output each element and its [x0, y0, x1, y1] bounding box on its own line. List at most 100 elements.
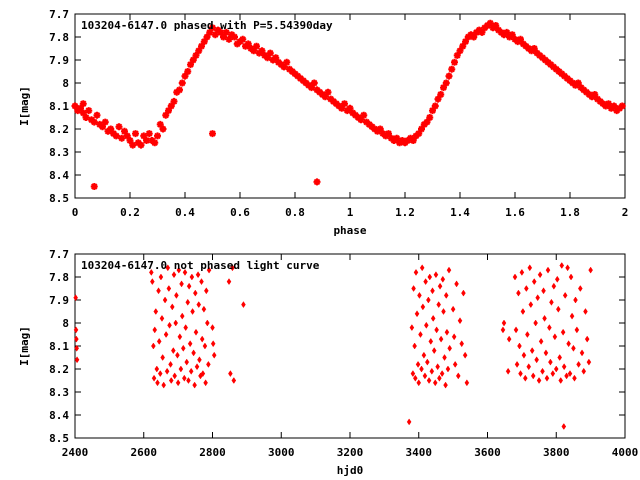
phased-chart-title: 103204-6147.0 phased with P=5.54390day — [81, 19, 333, 32]
unphased-plot-frame — [74, 253, 626, 439]
data-point — [599, 100, 607, 108]
data-point — [422, 372, 428, 380]
phased-y-axis-label: I[mag] — [18, 86, 31, 126]
data-point — [412, 132, 420, 140]
data-point — [225, 35, 233, 43]
data-point — [437, 282, 443, 290]
data-point — [576, 360, 581, 368]
data-point — [183, 324, 188, 332]
y-tick-label: 7.9 — [49, 294, 69, 307]
data-point — [539, 54, 546, 62]
data-point — [596, 97, 604, 105]
data-point — [444, 328, 450, 336]
data-point — [164, 367, 170, 375]
data-point — [594, 95, 601, 103]
data-point — [338, 104, 346, 112]
data-point — [151, 374, 157, 382]
data-point — [321, 93, 329, 101]
data-point — [519, 268, 525, 276]
data-point — [459, 42, 467, 50]
data-point — [511, 35, 519, 43]
data-point — [226, 278, 232, 286]
data-point — [190, 308, 195, 315]
data-point — [563, 74, 571, 82]
y-tick-label: 7.7 — [49, 248, 69, 261]
unphased-x-axis: 2400 2600 2800 3000 3200 3400 3600 3800 4000 — [62, 254, 639, 459]
data-point — [330, 97, 337, 105]
y-tick-label: 8.2 — [49, 123, 69, 136]
x-tick-label: 0.6 — [230, 206, 250, 219]
data-point — [462, 351, 468, 359]
data-point — [143, 137, 150, 144]
data-point — [186, 282, 192, 290]
data-point — [327, 95, 335, 103]
data-point — [484, 22, 491, 29]
data-point — [199, 335, 205, 343]
data-point — [398, 137, 406, 144]
data-point — [371, 125, 379, 133]
data-point — [346, 104, 354, 112]
data-point — [162, 111, 170, 119]
data-point — [495, 26, 502, 34]
data-point — [101, 118, 109, 126]
data-point — [543, 349, 549, 357]
data-point — [186, 377, 191, 384]
data-point — [184, 358, 190, 366]
x-tick-label: 4000 — [612, 446, 639, 459]
y-tick-label: 7.8 — [49, 31, 69, 44]
data-point — [579, 349, 585, 357]
data-point — [555, 68, 563, 75]
unphased-light-curve-panel: 7.7 7.8 7.9 8 8.1 8.2 8.3 8.4 8.5 2400 2600 2800 30… — [18, 248, 638, 477]
data-point — [588, 266, 593, 274]
data-point — [552, 333, 558, 341]
data-point — [161, 381, 166, 389]
data-point — [409, 324, 415, 332]
data-point — [206, 266, 212, 274]
data-point — [569, 79, 577, 87]
data-point — [115, 123, 123, 131]
data-point — [187, 340, 193, 348]
data-point — [580, 86, 588, 94]
data-point — [616, 104, 623, 112]
data-point — [149, 268, 154, 276]
data-point — [544, 374, 550, 382]
data-point — [233, 40, 241, 48]
data-point — [178, 365, 184, 373]
data-point — [90, 118, 98, 126]
data-point — [574, 79, 582, 87]
data-point — [549, 298, 554, 306]
data-point — [153, 308, 159, 315]
data-point — [533, 49, 541, 57]
data-point — [332, 100, 340, 108]
data-point — [556, 305, 561, 313]
data-point — [264, 54, 271, 62]
data-point — [437, 91, 445, 98]
data-point — [239, 35, 247, 43]
data-point — [404, 137, 412, 144]
data-point — [526, 363, 532, 371]
data-point — [557, 354, 562, 361]
data-point — [426, 377, 432, 384]
data-point — [553, 365, 559, 373]
x-tick-label: 1.4 — [450, 206, 470, 219]
data-point — [421, 351, 427, 359]
data-point — [541, 287, 546, 295]
data-point — [605, 100, 612, 108]
data-point — [418, 331, 423, 338]
data-point — [441, 308, 446, 315]
data-point — [88, 116, 95, 124]
data-point — [126, 137, 134, 144]
data-point — [96, 120, 104, 128]
data-point — [167, 321, 172, 329]
unphased-y-axis-label: I[mag] — [18, 326, 31, 366]
data-point — [305, 81, 313, 89]
data-point — [566, 340, 571, 348]
data-point — [123, 132, 131, 140]
data-point — [162, 296, 168, 304]
data-point — [200, 370, 206, 378]
data-point — [529, 347, 535, 355]
data-point — [385, 130, 392, 138]
data-point — [457, 317, 463, 325]
unphased-chart-title: 103204-6147.0 not phased light curve — [81, 259, 320, 272]
data-point — [374, 127, 381, 135]
